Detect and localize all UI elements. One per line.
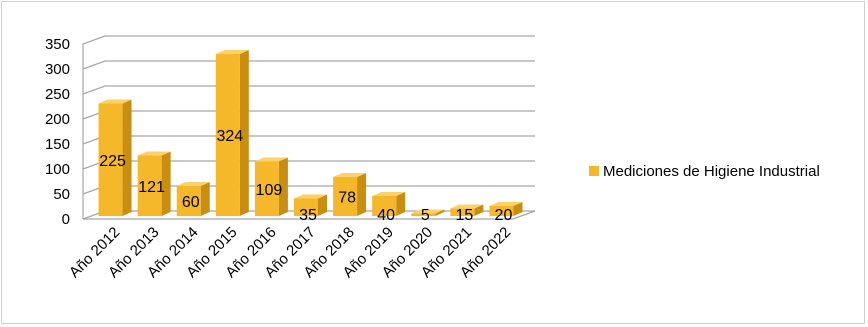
y-axis-ticks: 0 50 100 150 200 250 300 350 bbox=[45, 36, 70, 228]
y-tick-label: 350 bbox=[45, 36, 70, 53]
x-axis-floor-edge bbox=[512, 210, 536, 220]
gridline bbox=[82, 35, 535, 45]
data-label: 109 bbox=[256, 182, 283, 199]
y-tick-label: 300 bbox=[45, 61, 70, 78]
data-label: 78 bbox=[338, 190, 356, 207]
data-label: 20 bbox=[495, 207, 513, 224]
y-tick-label: 250 bbox=[45, 86, 70, 103]
gridline bbox=[82, 60, 535, 70]
legend: Mediciones de Higiene Industrial bbox=[589, 163, 820, 180]
data-label: 121 bbox=[138, 179, 165, 196]
data-label: 15 bbox=[455, 207, 473, 224]
y-tick-label: 50 bbox=[53, 186, 70, 203]
bar bbox=[176, 182, 210, 216]
data-labels: 225 121 60 324 109 35 78 40 5 15 20 bbox=[99, 128, 512, 224]
legend-label: Mediciones de Higiene Industrial bbox=[603, 163, 820, 180]
data-label: 5 bbox=[421, 207, 430, 224]
bar bbox=[294, 194, 327, 216]
y-tick-label: 200 bbox=[45, 111, 70, 128]
y-tick-label: 150 bbox=[45, 136, 70, 153]
bar bbox=[450, 204, 484, 216]
bar bbox=[489, 202, 523, 216]
data-label: 40 bbox=[377, 207, 395, 224]
data-label: 60 bbox=[182, 194, 200, 211]
bars bbox=[98, 50, 523, 216]
data-label: 324 bbox=[216, 128, 243, 145]
gridline bbox=[82, 110, 535, 120]
bar bbox=[215, 50, 249, 216]
bar bbox=[254, 157, 288, 216]
bar bbox=[372, 192, 406, 216]
y-tick-label: 100 bbox=[45, 161, 70, 178]
bar bbox=[137, 151, 171, 216]
data-label: 35 bbox=[299, 207, 317, 224]
gridline bbox=[82, 135, 535, 145]
gridline bbox=[82, 85, 535, 95]
y-tick-label: 0 bbox=[62, 211, 70, 228]
bar bbox=[98, 99, 132, 216]
data-label: 225 bbox=[99, 153, 126, 170]
bar bbox=[333, 173, 367, 216]
bar bbox=[411, 209, 445, 216]
legend-swatch bbox=[589, 166, 599, 176]
